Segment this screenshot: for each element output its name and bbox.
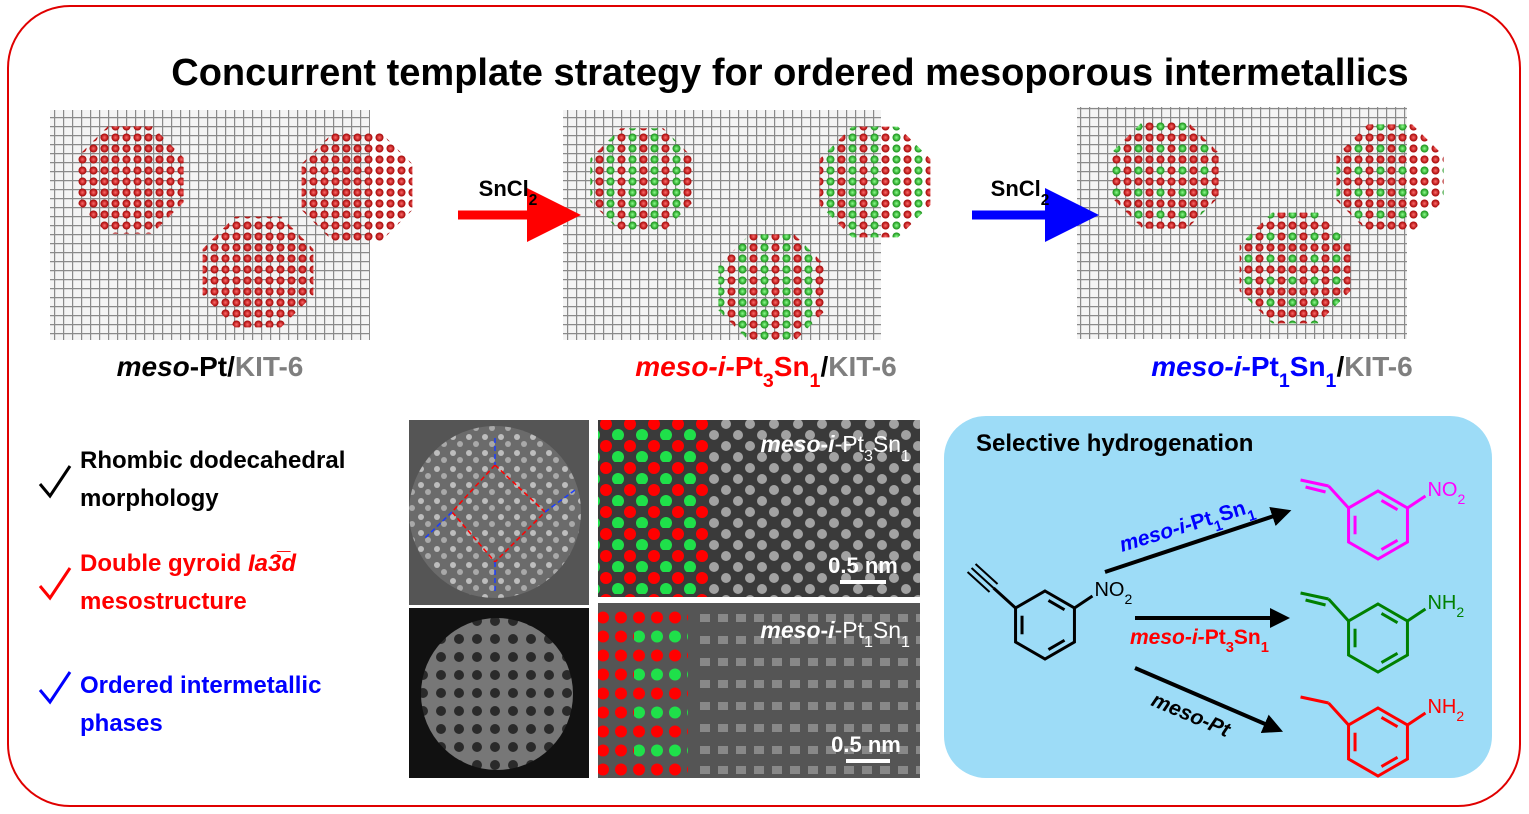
nanoparticle [76, 126, 184, 234]
micrographs: meso-i-Pt3Sn1 0.5 nm meso-i-Pt1Sn1 0.5 n… [409, 420, 920, 778]
bond [1327, 597, 1350, 623]
synthesis-panels [50, 107, 1444, 342]
step-label: meso-i-Pt3Sn1/KIT-6 [635, 351, 896, 392]
substituent-subscript: 2 [1124, 591, 1132, 607]
feature: phases [80, 710, 163, 737]
double-bond [1047, 638, 1066, 651]
bond [1300, 478, 1329, 488]
double-bond [1380, 538, 1399, 551]
triple-bond [974, 563, 999, 585]
bond [1406, 607, 1427, 623]
bond [1406, 711, 1427, 727]
nanoparticle [301, 131, 413, 243]
reagent: SnCl2 [991, 176, 1050, 209]
arrow [1134, 666, 1284, 734]
substituent-text: NH [1427, 592, 1456, 614]
substituent-subscript: 2 [1457, 491, 1465, 507]
substituent: NH2 [1427, 592, 1464, 620]
atom-overlay [598, 420, 708, 597]
micrograph-label: meso-i-Pt1Sn1 [760, 617, 910, 651]
reagent: SnCl2 [479, 176, 538, 209]
checkmark [38, 465, 72, 499]
bond [1406, 494, 1427, 510]
feature: Ordered intermetallic [80, 672, 321, 699]
double-bond [1380, 755, 1399, 768]
scale-bar [846, 759, 890, 763]
double-bond [1305, 598, 1326, 607]
sem-particle [409, 426, 581, 598]
atom-overlay [634, 605, 688, 776]
substituent-text: NO [1094, 579, 1124, 601]
scale-label: 0.5 nm [831, 732, 901, 757]
step-label: meso-i-Pt1Sn1/KIT-6 [1151, 351, 1412, 392]
nanoparticle [718, 234, 826, 342]
substituent: NH2 [1427, 696, 1464, 724]
nanoparticle [819, 126, 931, 238]
scale-label: 0.5 nm [828, 553, 898, 578]
nanoparticle [1336, 124, 1444, 232]
stem-particle [421, 618, 573, 770]
bond [1300, 591, 1329, 601]
bond [1327, 701, 1350, 727]
nanoparticle [1111, 121, 1219, 229]
guide [424, 438, 576, 592]
substituent-subscript: 2 [1456, 708, 1464, 724]
checkmark [38, 567, 72, 601]
triple-bond [966, 571, 991, 593]
atom-overlay [598, 605, 634, 776]
scale-bar [840, 580, 886, 584]
triple-bond [970, 567, 995, 589]
double-bond [1305, 485, 1326, 494]
title: Concurrent template strategy for ordered… [171, 52, 1408, 94]
feature: mesostructure [80, 588, 247, 615]
catalyst: meso-i-Pt3Sn1 [1130, 626, 1269, 656]
double-bond [1380, 716, 1399, 729]
panel-background [944, 416, 1492, 778]
bond [1300, 695, 1329, 705]
substituent-text: NH [1427, 696, 1456, 718]
double-bond [1380, 499, 1399, 512]
bond [1327, 484, 1350, 510]
feature: Rhombic dodecahedral [80, 447, 345, 474]
bond [1073, 594, 1094, 610]
arrow [1104, 507, 1292, 574]
checkmark [38, 671, 72, 705]
reaction-panel: Selective hydrogenation meso-i-Pt1Sn1 me… [944, 416, 1492, 778]
panel-title: Selective hydrogenation [976, 430, 1253, 457]
substituent: NO2 [1094, 579, 1132, 607]
double-bond [1380, 651, 1399, 664]
feature: morphology [80, 485, 219, 512]
double-bond [1047, 599, 1066, 612]
feature: Double gyroid Ia3̅d [80, 550, 297, 577]
micrograph-label: meso-i-Pt3Sn1 [760, 431, 910, 465]
lattice-fringes [700, 614, 920, 774]
nanoparticle [1239, 212, 1351, 324]
step-label: meso-Pt/KIT-6 [117, 351, 304, 382]
substituent-text: NO [1427, 479, 1457, 501]
nanoparticle [202, 216, 314, 328]
double-bond [1380, 612, 1399, 625]
substituent: NO2 [1427, 479, 1465, 507]
bond [992, 586, 1017, 610]
nanoparticle [590, 128, 694, 232]
substituent-subscript: 2 [1456, 604, 1464, 620]
feature-list: Rhombic dodecahedral morphology Double g… [38, 447, 345, 737]
